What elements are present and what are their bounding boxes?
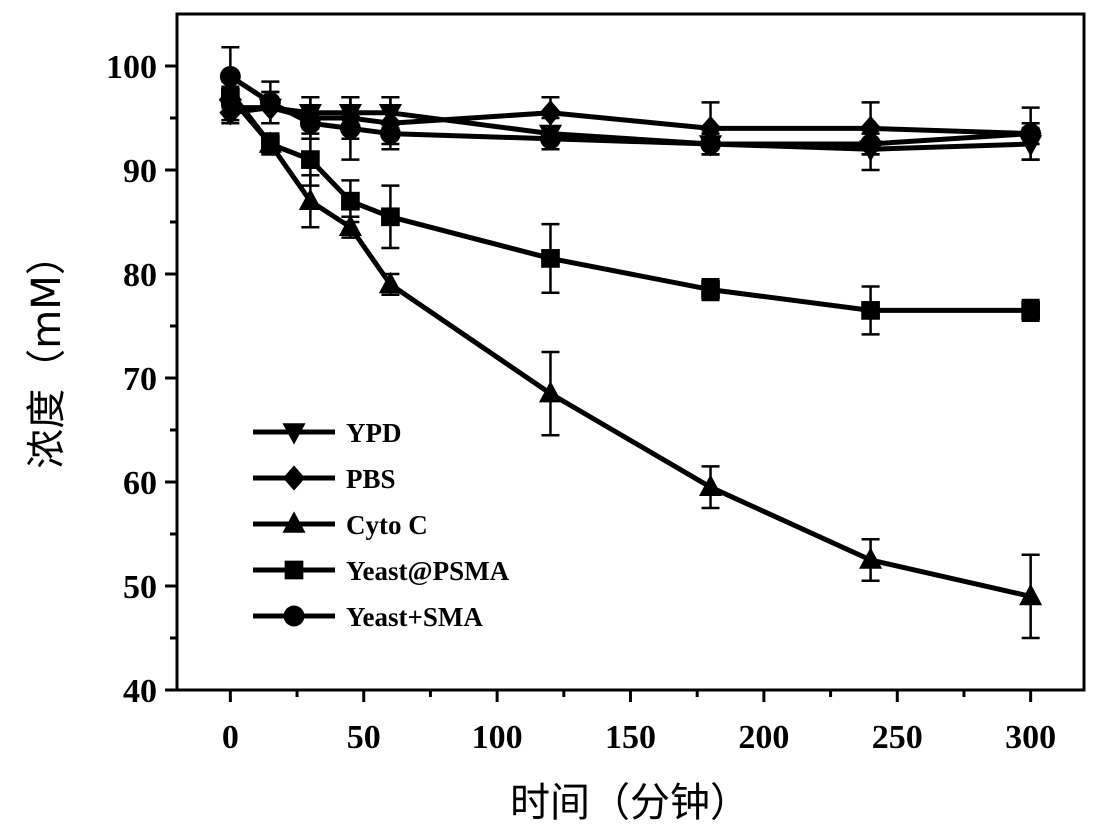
data-point-yeast-sma [379,123,401,145]
y-tick-label: 100 [106,49,157,86]
legend-item-yeast-psma: Yeast@PSMA [253,556,510,586]
legend-label: Cyto C [346,510,428,540]
data-point-yeast-psma [301,150,320,169]
data-point-yeast-psma [261,134,280,154]
data-point-pbs [859,115,882,142]
data-point-cyto-c [538,380,563,403]
legend-marker [282,511,306,533]
x-tick-label: 100 [472,719,523,756]
y-tick-label: 50 [123,569,157,606]
series-yeast-sma [219,46,1042,161]
data-point-cyto-c [698,474,723,496]
data-point-pbs [699,115,722,142]
legend-marker [283,465,305,491]
legend-item-yeast-sma: Yeast+SMA [253,602,483,632]
y-tick-label: 90 [123,153,157,190]
series-layer [218,46,1043,640]
data-point-yeast-psma [701,280,720,299]
data-point-yeast-sma [219,65,241,87]
data-point-yeast-psma [1021,301,1040,320]
series-cyto-c [218,79,1043,640]
x-axis-title: 时间（分钟） [510,780,750,826]
data-point-yeast-sma [860,133,882,155]
data-point-yeast-sma [540,128,561,150]
data-point-pbs [219,100,242,126]
x-tick-label: 0 [222,719,239,756]
data-point-cyto-c [298,188,322,210]
legend-label: Yeast+SMA [346,602,483,632]
data-point-yeast-sma [700,133,721,155]
data-point-pbs [539,100,562,126]
y-tick-label: 40 [123,673,157,710]
axis-ticks: 0 50 100 150 200 250 300 40 50 60 70 80 90 100 [106,49,1056,756]
legend-item-cyto-c: Cyto C [253,510,428,540]
data-point-cyto-c [1019,583,1043,606]
legend: YPD PBS Cyto C Yeast@PSMA Yeast+SMA [253,418,510,632]
data-point-yeast-psma [341,191,360,211]
y-tick-label: 70 [123,361,157,398]
legend-label: YPD [346,418,402,448]
legend-marker [284,560,304,580]
legend-label: PBS [346,464,396,494]
data-point-yeast-sma [339,117,361,139]
legend-marker [282,423,306,445]
data-point-yeast-psma [861,301,880,320]
y-axis-title: 浓度（mM） [24,235,70,468]
legend-marker [283,605,305,627]
legend-item-ypd: YPD [253,418,402,448]
data-point-yeast-psma [381,207,400,227]
data-point-yeast-sma [299,112,321,134]
x-tick-label: 200 [738,719,789,756]
x-tick-label: 250 [872,719,923,756]
x-tick-label: 50 [347,719,381,756]
data-point-cyto-c [859,547,883,569]
data-point-cyto-c [338,214,362,236]
legend-label: Yeast@PSMA [346,556,510,586]
x-tick-label: 300 [1005,719,1056,756]
y-tick-label: 80 [123,257,157,294]
data-point-yeast-sma [259,91,281,113]
y-tick-label: 60 [123,465,157,502]
data-point-yeast-psma [541,249,560,268]
series-yeast-psma [221,85,1040,336]
legend-item-pbs: PBS [253,464,396,494]
x-tick-label: 150 [605,719,656,756]
data-point-cyto-c [378,271,402,294]
data-point-yeast-sma [1020,123,1042,145]
